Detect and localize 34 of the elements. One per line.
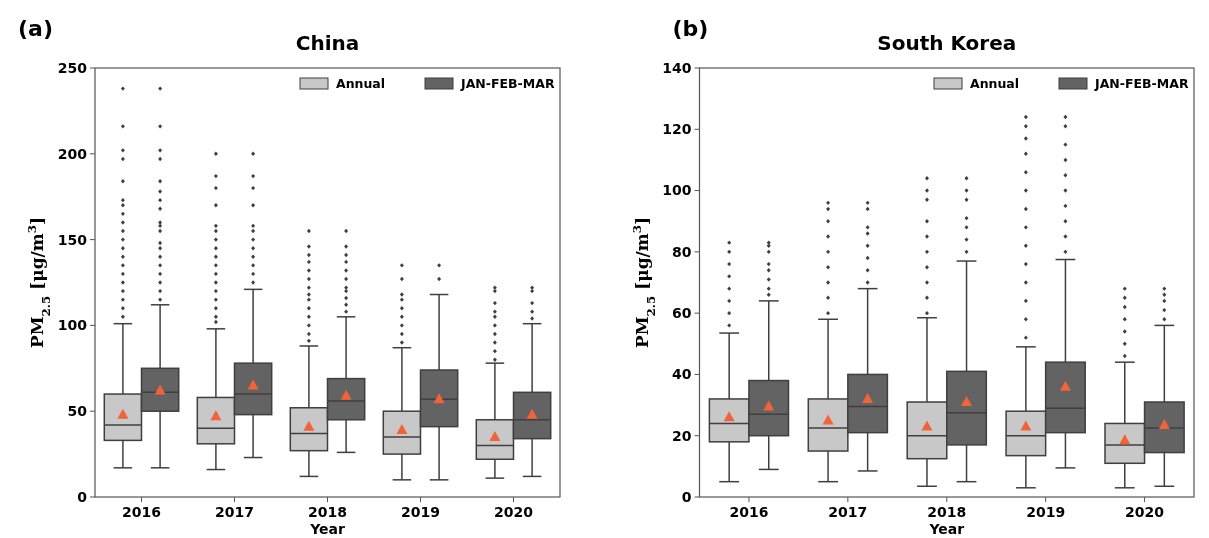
x-tick-label: 2017 bbox=[828, 504, 868, 520]
y-tick-label: 0 bbox=[681, 488, 692, 505]
x-axis-title: Year bbox=[928, 521, 965, 537]
legend-label: Annual bbox=[336, 76, 386, 91]
y-tick-label: 250 bbox=[57, 59, 88, 76]
y-tick-label: 60 bbox=[672, 305, 692, 322]
x-tick-label: 2016 bbox=[122, 504, 161, 520]
x-axis-title: Year bbox=[309, 521, 345, 537]
chart-title: China bbox=[295, 31, 360, 55]
x-tick-label: 2019 bbox=[401, 504, 440, 520]
y-tick-label: 40 bbox=[672, 366, 692, 383]
x-tick-label: 2016 bbox=[729, 504, 769, 520]
y-tick-label: 80 bbox=[672, 243, 692, 260]
legend-label: JAN-FEB-MAR bbox=[1094, 76, 1189, 91]
legend-label: Annual bbox=[970, 76, 1020, 91]
y-tick-label: 200 bbox=[57, 145, 88, 162]
y-tick-label: 100 bbox=[662, 182, 692, 199]
x-tick-label: 2020 bbox=[1125, 504, 1165, 520]
y-tick-label: 50 bbox=[67, 403, 88, 420]
x-tick-label: 2018 bbox=[927, 504, 967, 520]
x-tick-label: 2017 bbox=[215, 504, 254, 520]
y-tick-label: 150 bbox=[57, 231, 88, 248]
text: (a) bbox=[18, 16, 53, 41]
y-tick-label: 140 bbox=[662, 59, 692, 76]
x-tick-label: 2018 bbox=[308, 504, 347, 520]
chart-title: South Korea bbox=[877, 31, 1017, 55]
text: (b) bbox=[672, 16, 709, 41]
y-tick-label: 120 bbox=[662, 121, 692, 138]
y-tick-label: 0 bbox=[77, 488, 88, 505]
legend-label: JAN-FEB-MAR bbox=[460, 76, 555, 91]
y-tick-label: 100 bbox=[57, 317, 88, 334]
x-tick-label: 2019 bbox=[1026, 504, 1066, 520]
y-tick-label: 20 bbox=[672, 427, 692, 444]
x-tick-label: 2020 bbox=[494, 504, 534, 520]
